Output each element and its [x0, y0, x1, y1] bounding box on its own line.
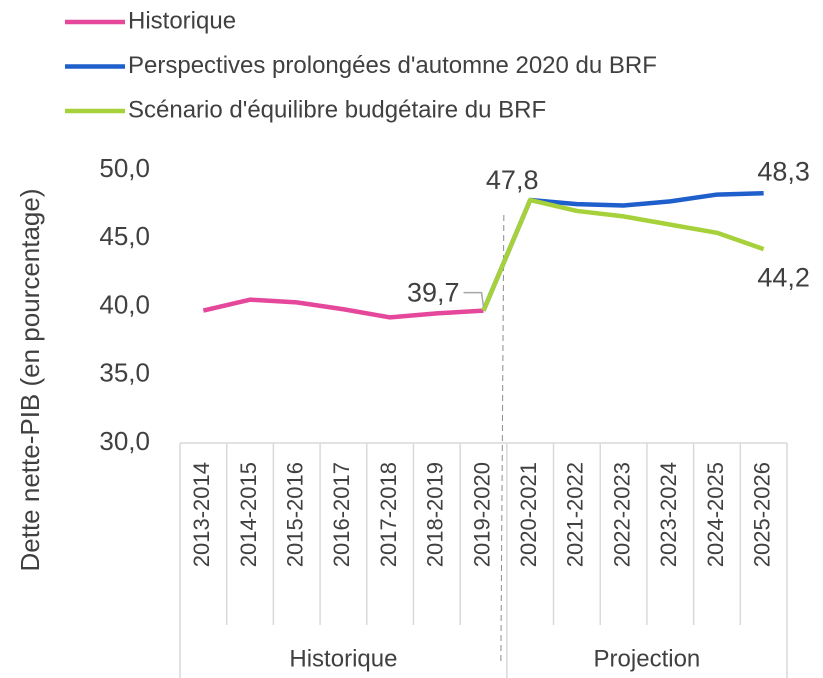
x-tick-label: 2016-2017 [329, 462, 354, 567]
x-tick-label: 2022-2023 [609, 462, 634, 567]
x-tick-label: 2024-2025 [703, 462, 728, 567]
x-tick-label: 2015-2016 [283, 462, 308, 567]
legend-label: Scénario d'équilibre budgétaire du BRF [128, 96, 546, 123]
x-tick-label: 2018-2019 [423, 462, 448, 567]
legend-label: Perspectives prolongées d'automne 2020 d… [128, 52, 657, 79]
x-tick-label: 2014-2015 [236, 462, 261, 567]
series-line [202, 297, 484, 320]
x-tick-label: 2025-2026 [749, 462, 774, 567]
group-label: Projection [594, 645, 701, 672]
data-label: 39,7 [407, 278, 460, 308]
y-axis-label: Dette nette-PIB (en pourcentage) [15, 188, 45, 571]
y-tick-label: 45,0 [99, 221, 150, 251]
data-label: 47,8 [486, 165, 539, 195]
x-tick-label: 2023-2024 [656, 462, 681, 567]
x-tick-label: 2013-2014 [189, 462, 214, 567]
divider-dashed [500, 214, 505, 666]
series-line [481, 197, 765, 312]
x-tick-label: 2017-2018 [376, 462, 401, 567]
x-tick-label: 2019-2020 [469, 462, 494, 567]
y-tick-label: 35,0 [99, 358, 150, 388]
leader-line [463, 291, 485, 307]
x-tick-label: 2020-2021 [516, 462, 541, 567]
group-label: Historique [289, 645, 397, 672]
y-tick-label: 40,0 [99, 289, 150, 319]
x-tick-label: 2021-2022 [563, 462, 588, 567]
legend-label: Historique [128, 7, 236, 34]
y-tick-label: 50,0 [99, 153, 150, 183]
data-label: 44,2 [757, 262, 810, 292]
data-label: 48,3 [757, 156, 810, 186]
y-tick-label: 30,0 [99, 426, 150, 456]
